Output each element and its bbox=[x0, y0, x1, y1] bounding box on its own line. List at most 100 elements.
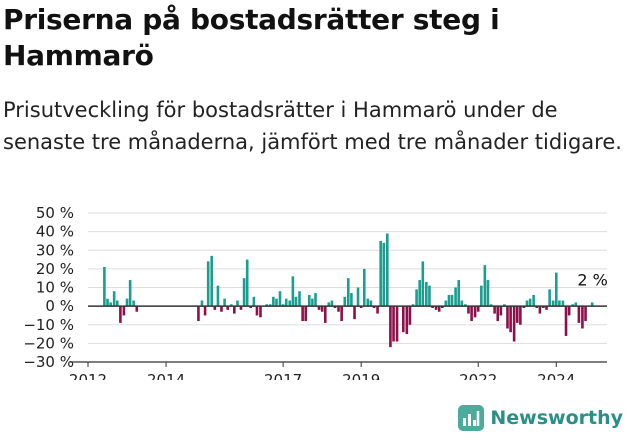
bar bbox=[333, 306, 337, 308]
bar bbox=[255, 306, 259, 316]
bar bbox=[132, 300, 135, 307]
bar bbox=[577, 306, 581, 323]
bar bbox=[203, 306, 207, 316]
bar bbox=[382, 242, 386, 307]
bar bbox=[441, 306, 444, 308]
bar bbox=[197, 306, 200, 322]
bar bbox=[408, 306, 412, 325]
bar bbox=[265, 304, 269, 307]
x-tick-label: 2024 bbox=[537, 371, 575, 380]
bar bbox=[350, 293, 353, 307]
bar bbox=[535, 306, 539, 308]
bar bbox=[467, 306, 470, 314]
y-tick-label: −10 % bbox=[23, 316, 74, 334]
bar bbox=[493, 306, 496, 314]
bar bbox=[447, 294, 451, 307]
bar bbox=[122, 306, 126, 316]
y-tick-label: 50 % bbox=[36, 204, 74, 222]
bar bbox=[311, 298, 314, 307]
bar bbox=[242, 278, 246, 307]
bar bbox=[236, 300, 239, 307]
bar bbox=[389, 306, 392, 348]
bar bbox=[288, 300, 292, 307]
bar bbox=[489, 304, 493, 307]
bar bbox=[480, 285, 483, 307]
bar bbox=[213, 306, 217, 310]
bar bbox=[210, 255, 213, 307]
bar bbox=[444, 300, 448, 307]
bar bbox=[395, 306, 399, 342]
y-tick-label: −20 % bbox=[23, 334, 74, 352]
bar bbox=[506, 306, 509, 329]
bar bbox=[317, 306, 321, 310]
bar bbox=[245, 259, 249, 307]
bar bbox=[437, 306, 441, 312]
bar bbox=[567, 306, 571, 316]
x-tick-label: 2017 bbox=[264, 371, 302, 380]
y-tick-label: 10 % bbox=[36, 279, 74, 297]
bar bbox=[558, 300, 561, 307]
bar bbox=[268, 304, 272, 307]
y-tick-label: 40 % bbox=[36, 223, 74, 241]
newsworthy-logo: Newsworthy bbox=[458, 403, 623, 433]
bar bbox=[366, 298, 370, 307]
bar bbox=[548, 289, 551, 307]
bar bbox=[512, 306, 516, 342]
chart-subtitle: Prisutveckling för bostadsrätter i Hamma… bbox=[3, 98, 622, 154]
latest-value-annotation: 2 % bbox=[577, 270, 607, 289]
bar bbox=[525, 300, 529, 307]
newsworthy-logo-icon bbox=[458, 405, 485, 431]
y-tick-label: 30 % bbox=[36, 241, 74, 259]
bar bbox=[103, 267, 106, 307]
bar bbox=[519, 306, 522, 325]
bar bbox=[298, 291, 301, 307]
bar bbox=[564, 306, 568, 336]
bar bbox=[307, 294, 311, 307]
bar bbox=[483, 265, 487, 307]
bar bbox=[128, 280, 132, 307]
bar bbox=[386, 233, 389, 307]
bar bbox=[239, 306, 243, 310]
bar bbox=[509, 306, 512, 333]
bar bbox=[411, 304, 415, 307]
bar bbox=[281, 304, 285, 307]
bar bbox=[226, 306, 229, 310]
bar bbox=[515, 306, 519, 323]
bar bbox=[353, 306, 356, 320]
bar bbox=[460, 300, 464, 307]
bar bbox=[402, 306, 405, 333]
bar bbox=[542, 306, 545, 308]
bar bbox=[499, 306, 503, 316]
bar bbox=[379, 240, 382, 307]
bar bbox=[418, 280, 421, 307]
y-tick-label: −30 % bbox=[23, 353, 74, 371]
bar bbox=[301, 306, 304, 322]
bar bbox=[249, 306, 253, 308]
newsworthy-wordmark: Newsworthy bbox=[490, 407, 623, 429]
bar bbox=[376, 306, 379, 314]
bar bbox=[457, 280, 461, 307]
bar bbox=[259, 306, 262, 318]
bar bbox=[392, 306, 395, 342]
bar bbox=[581, 306, 584, 329]
y-axis: −30 %−20 %−10 %0 %10 %20 %30 %40 %50 % bbox=[23, 204, 74, 371]
bar bbox=[284, 298, 288, 307]
bar bbox=[425, 281, 428, 307]
bar bbox=[486, 280, 490, 307]
bar bbox=[561, 300, 565, 307]
bar bbox=[216, 285, 220, 307]
bar bbox=[584, 306, 587, 322]
bar bbox=[473, 306, 477, 318]
bar bbox=[278, 291, 282, 307]
x-axis: 2012 2014 2017 2019 2022 2024 bbox=[69, 362, 575, 380]
bar bbox=[109, 302, 112, 307]
bar bbox=[590, 302, 594, 307]
bar bbox=[115, 300, 119, 307]
bar bbox=[554, 272, 558, 307]
bar bbox=[470, 306, 473, 322]
bar bbox=[252, 296, 256, 307]
bar bbox=[538, 306, 542, 314]
bar bbox=[343, 296, 347, 307]
bar bbox=[291, 276, 295, 307]
x-tick-label: 2022 bbox=[459, 371, 497, 380]
